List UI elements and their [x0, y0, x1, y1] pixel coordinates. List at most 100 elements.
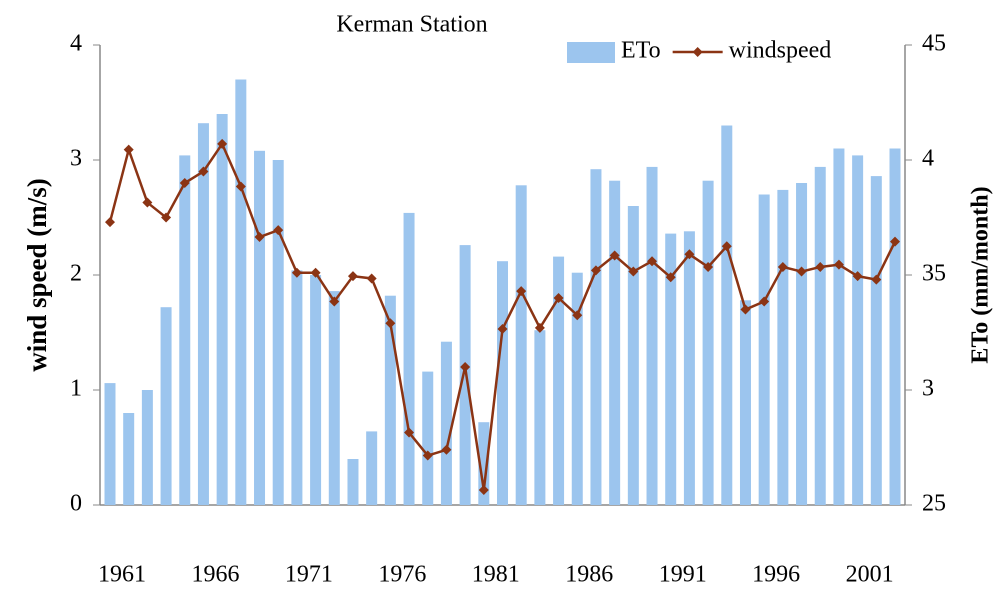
marker	[310, 267, 321, 278]
bar	[216, 114, 228, 505]
bar	[702, 180, 714, 505]
bar	[478, 422, 490, 505]
marker	[404, 427, 415, 438]
y-tick-label: 0	[70, 491, 82, 517]
bar	[571, 272, 583, 505]
bar	[721, 125, 733, 505]
marker	[366, 273, 377, 284]
legend-swatch	[567, 42, 615, 63]
marker	[179, 178, 190, 188]
bar	[160, 307, 172, 505]
marker	[647, 256, 658, 267]
x-tick-label: 1991	[659, 562, 707, 588]
marker	[665, 272, 676, 283]
marker	[198, 166, 209, 177]
bar	[104, 383, 116, 505]
marker	[105, 217, 115, 228]
y2-tick-label: 45	[922, 31, 946, 57]
marker	[123, 144, 134, 155]
marker	[254, 232, 265, 243]
bar	[403, 212, 415, 505]
bar	[833, 148, 845, 505]
bar	[870, 176, 882, 505]
marker	[497, 324, 508, 335]
bar	[497, 261, 508, 505]
marker	[291, 267, 302, 278]
bar	[366, 431, 378, 505]
bar	[123, 413, 135, 505]
marker	[516, 286, 527, 297]
marker	[534, 322, 545, 333]
y-tick-label: 3	[70, 146, 82, 172]
bar	[272, 160, 284, 505]
marker	[759, 296, 770, 307]
bar	[291, 270, 303, 505]
y2-tick-label: 4	[922, 146, 934, 172]
legend-label: ETo	[621, 38, 661, 64]
marker	[852, 271, 863, 282]
marker	[796, 266, 807, 277]
bar	[683, 231, 695, 506]
y2-tick-label: 3	[922, 376, 934, 402]
marker	[609, 250, 620, 261]
y-tick-label: 2	[70, 261, 82, 287]
marker	[460, 362, 471, 372]
y2-tick-label: 35	[922, 261, 946, 287]
bar	[422, 371, 434, 505]
marker	[572, 310, 583, 321]
marker	[890, 236, 900, 247]
x-tick-label: 2001	[846, 562, 894, 588]
legend-label: windspeed	[729, 38, 832, 64]
marker	[441, 444, 452, 455]
bar	[889, 148, 901, 505]
marker	[235, 181, 246, 192]
marker	[833, 259, 844, 270]
bar	[627, 206, 639, 505]
bar	[777, 189, 789, 505]
bar	[179, 155, 191, 505]
marker	[478, 485, 489, 496]
bar	[739, 300, 751, 505]
legend-marker	[692, 47, 703, 57]
marker	[422, 450, 433, 461]
x-tick-label: 1986	[565, 562, 613, 588]
x-tick-label: 1976	[378, 562, 426, 588]
bar	[440, 341, 452, 505]
marker	[721, 241, 732, 252]
bar	[609, 180, 621, 505]
y2-axis-label: ETo (mm/month)	[968, 186, 994, 363]
bar	[814, 166, 826, 505]
bar	[197, 123, 209, 505]
marker	[347, 271, 358, 282]
bar	[254, 150, 266, 506]
marker	[628, 266, 639, 277]
bar	[310, 275, 322, 505]
y-tick-label: 1	[70, 376, 82, 402]
y-axis-label: wind speed (m/s)	[22, 178, 52, 372]
bar	[534, 330, 546, 505]
x-tick-label: 1971	[285, 562, 333, 588]
x-tick-label: 1996	[752, 562, 800, 588]
marker	[815, 261, 826, 272]
bar	[852, 155, 864, 505]
bar	[235, 79, 247, 505]
y2-tick-label: 25	[922, 491, 946, 517]
y-tick-label: 4	[70, 31, 82, 57]
marker	[329, 296, 340, 307]
marker	[740, 304, 751, 315]
marker	[273, 225, 284, 236]
marker	[217, 138, 228, 149]
bar	[646, 166, 658, 505]
marker	[590, 265, 601, 276]
bar	[141, 390, 153, 505]
marker	[871, 274, 882, 285]
bar	[665, 233, 677, 505]
marker	[385, 318, 396, 329]
chart-title: Kerman Station	[336, 12, 487, 38]
bar	[758, 194, 770, 505]
marker	[553, 293, 564, 303]
marker	[684, 249, 695, 260]
bar	[328, 291, 340, 505]
bar	[515, 185, 527, 506]
